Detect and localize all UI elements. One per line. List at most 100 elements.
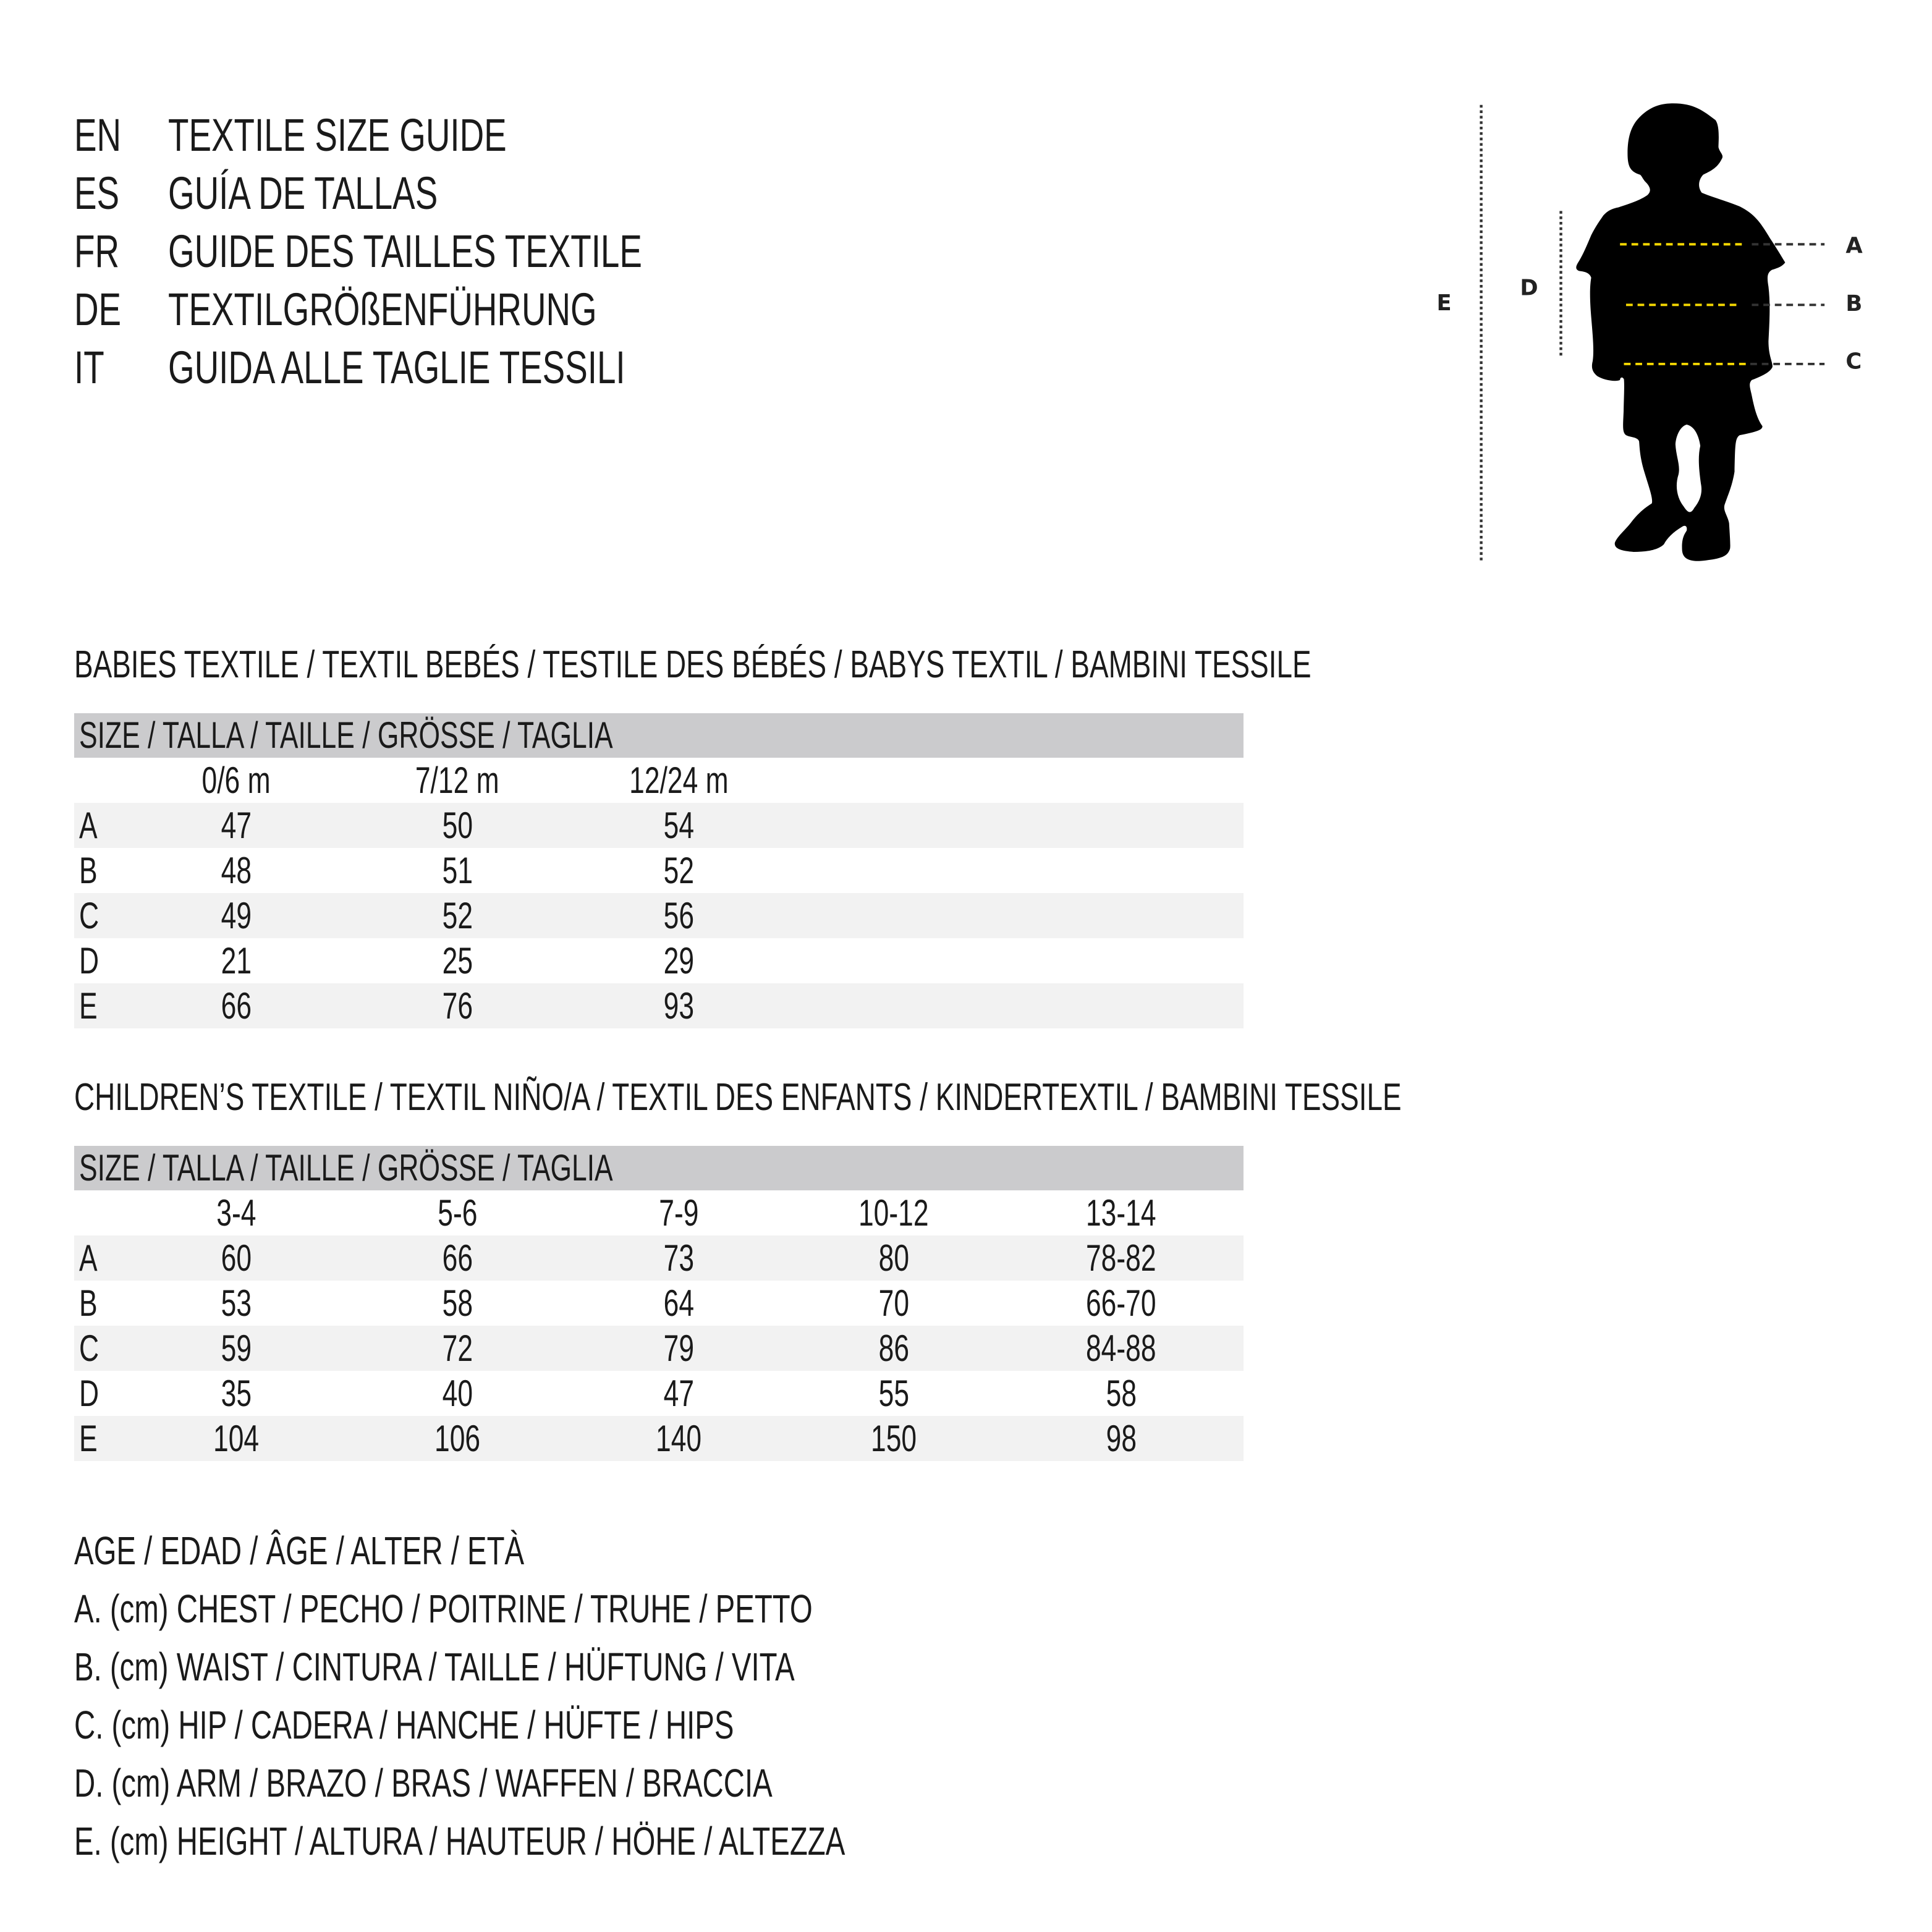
table-cell-text: 104	[213, 1418, 260, 1459]
table-cell-text: 60	[221, 1237, 252, 1279]
title-text: GUIDA ALLE TAGLIE TESSILI	[168, 339, 786, 397]
table-cell: 72	[365, 1326, 550, 1371]
table-cell-text: 49	[221, 895, 252, 936]
table-cell: 66	[365, 1235, 550, 1281]
table-cell-text: 73	[663, 1237, 694, 1279]
row-label-text: E	[79, 1418, 98, 1459]
table-cell-text: 50	[442, 805, 473, 846]
column-header-text: 10-12	[858, 1192, 929, 1234]
row-label-text: B	[79, 1282, 98, 1324]
table-row: E 66 76 93	[74, 983, 1244, 1028]
table-cell: 35	[143, 1371, 329, 1416]
table-cell: 52	[365, 893, 550, 938]
title-text: TEXTILGRÖßENFÜHRUNG	[168, 281, 747, 339]
language-code: ES	[74, 164, 135, 222]
silhouette-icon	[1576, 103, 1786, 561]
column-header-text: 3-4	[216, 1192, 256, 1234]
table-cell: 66-70	[1028, 1281, 1214, 1326]
table-cell-text: 47	[221, 805, 252, 846]
row-label-text: C	[79, 1328, 100, 1369]
title-text: GUÍA DE TALLAS	[168, 164, 533, 222]
row-label: B	[79, 848, 104, 893]
label-a: A	[1845, 233, 1863, 258]
table-cell-text: 76	[442, 985, 473, 1027]
table-cell-text: 64	[663, 1282, 694, 1324]
row-label-text: C	[79, 895, 100, 936]
table-cell-text: 79	[663, 1328, 694, 1369]
column-header: 7/12 m	[365, 758, 550, 803]
row-label: D	[79, 938, 106, 983]
column-header: 0/6 m	[143, 758, 329, 803]
table-cell: 93	[586, 983, 771, 1028]
table-cell: 66	[143, 983, 329, 1028]
column-header-text: 0/6 m	[201, 760, 271, 801]
legend-text: AGE / EDAD / ÂGE / ALTER / ETÀ	[74, 1528, 525, 1573]
language-code: IT	[74, 339, 115, 397]
table-cell-text: 66	[221, 985, 252, 1027]
title-text: GUIDE DES TAILLES TEXTILE	[168, 222, 808, 281]
title-text-value: GUÍA DE TALLAS	[168, 167, 438, 219]
table-row: B 53 58 64 70 66-70	[74, 1281, 1244, 1326]
table-row: B 48 51 52	[74, 848, 1244, 893]
table-cell-text: 86	[878, 1328, 909, 1369]
table-cell-text: 93	[663, 985, 694, 1027]
size-header: SIZE / TALLA / TAILLE / GRÖSSE / TAGLIA	[79, 1146, 800, 1190]
table-cell-text: 25	[442, 940, 473, 981]
table-row: D 21 25 29	[74, 938, 1244, 983]
title-text-value: GUIDE DES TAILLES TEXTILE	[168, 226, 642, 277]
column-header: 13-14	[1028, 1190, 1214, 1235]
table-cell-text: 54	[663, 805, 694, 846]
table-row: E 104 106 140 150 98	[74, 1416, 1244, 1461]
title-text-value: TEXTILGRÖßENFÜHRUNG	[168, 284, 597, 335]
language-code-text: DE	[74, 284, 122, 335]
table-cell: 59	[143, 1326, 329, 1371]
label-e: E	[1437, 290, 1452, 316]
table-cell: 73	[586, 1235, 771, 1281]
language-code: FR	[74, 222, 135, 281]
table-cell-text: 98	[1106, 1418, 1137, 1459]
legend-item: C. (cm) HIP / CADERA / HANCHE / HÜFTE / …	[74, 1696, 966, 1754]
size-header: SIZE / TALLA / TAILLE / GRÖSSE / TAGLIA	[79, 713, 800, 758]
table-cell: 76	[365, 983, 550, 1028]
column-header-row: 0/6 m 7/12 m 12/24 m	[74, 758, 1244, 803]
table-cell-text: 66-70	[1086, 1282, 1156, 1324]
table-cell: 104	[143, 1416, 329, 1461]
table-cell: 56	[586, 893, 771, 938]
babies-heading: BABIES TEXTILE / TEXTIL BEBÉS / TESTILE …	[74, 643, 1311, 686]
column-header: 5-6	[365, 1190, 550, 1235]
legend-item: B. (cm) WAIST / CINTURA / TAILLE / HÜFTU…	[74, 1638, 1048, 1696]
table-cell: 53	[143, 1281, 329, 1326]
language-code-text: ES	[74, 167, 120, 219]
table-cell: 21	[143, 938, 329, 983]
table-cell: 86	[801, 1326, 986, 1371]
row-label: A	[79, 803, 104, 848]
column-header-text: 5-6	[437, 1192, 478, 1234]
table-row: A 47 50 54	[74, 803, 1244, 848]
table-cell: 60	[143, 1235, 329, 1281]
column-header: 3-4	[143, 1190, 329, 1235]
table-cell-text: 52	[442, 895, 473, 936]
column-header: 7-9	[586, 1190, 771, 1235]
table-row: C 49 52 56	[74, 893, 1244, 938]
language-code-text: IT	[74, 342, 104, 393]
legend-text: C. (cm) HIP / CADERA / HANCHE / HÜFTE / …	[74, 1703, 734, 1747]
table-cell-text: 56	[663, 895, 694, 936]
size-header-text: SIZE / TALLA / TAILLE / GRÖSSE / TAGLIA	[79, 714, 613, 756]
label-d: D	[1520, 276, 1538, 301]
title-text-value: TEXTILE SIZE GUIDE	[168, 109, 507, 161]
column-header-text: 7-9	[658, 1192, 699, 1234]
row-label-text: A	[79, 805, 98, 846]
table-cell-text: 72	[442, 1328, 473, 1369]
row-label-text: D	[79, 1373, 100, 1414]
table-cell-text: 51	[442, 850, 473, 891]
row-label-text: E	[79, 985, 98, 1027]
table-cell-text: 53	[221, 1282, 252, 1324]
table-cell-text: 140	[655, 1418, 702, 1459]
table-cell-text: 150	[870, 1418, 917, 1459]
table-cell-text: 40	[442, 1373, 473, 1414]
legend-text: A. (cm) CHEST / PECHO / POITRINE / TRUHE…	[74, 1587, 813, 1631]
table-cell: 25	[365, 938, 550, 983]
table-cell-text: 58	[1106, 1373, 1137, 1414]
table-cell-text: 66	[442, 1237, 473, 1279]
size-header-text: SIZE / TALLA / TAILLE / GRÖSSE / TAGLIA	[79, 1147, 613, 1188]
